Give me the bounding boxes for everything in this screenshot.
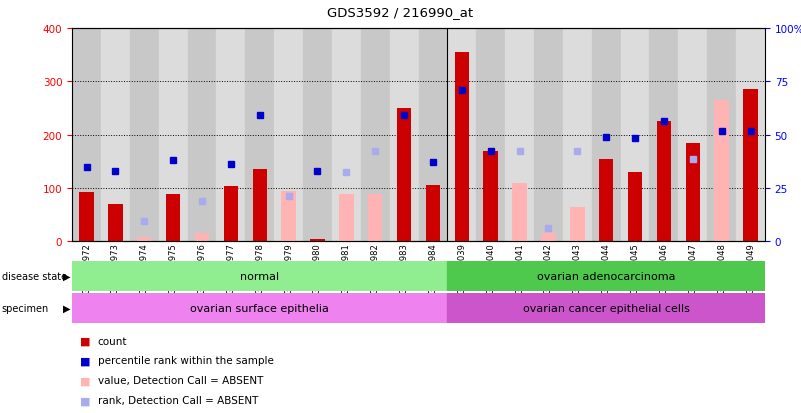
- Bar: [736, 29, 765, 242]
- Bar: [101, 29, 130, 242]
- Bar: [541, 234, 556, 242]
- Bar: [678, 29, 707, 242]
- Text: ovarian adenocarcinoma: ovarian adenocarcinoma: [537, 271, 675, 281]
- Bar: [216, 29, 245, 242]
- Text: ■: ■: [80, 375, 91, 385]
- Text: value, Detection Call = ABSENT: value, Detection Call = ABSENT: [98, 375, 263, 385]
- Bar: [686, 143, 700, 242]
- Bar: [332, 29, 360, 242]
- Bar: [72, 29, 101, 242]
- Bar: [714, 101, 729, 242]
- Bar: [368, 195, 382, 242]
- Bar: [448, 261, 765, 291]
- Bar: [592, 29, 621, 242]
- Text: GDS3592 / 216990_at: GDS3592 / 216990_at: [328, 6, 473, 19]
- Text: ■: ■: [80, 356, 91, 366]
- Text: percentile rank within the sample: percentile rank within the sample: [98, 356, 274, 366]
- Bar: [72, 293, 448, 323]
- Bar: [137, 239, 151, 242]
- Bar: [166, 195, 180, 242]
- Bar: [513, 183, 527, 242]
- Bar: [628, 173, 642, 242]
- Bar: [455, 53, 469, 242]
- Text: normal: normal: [240, 271, 280, 281]
- Bar: [396, 109, 411, 242]
- Bar: [245, 29, 274, 242]
- Bar: [195, 234, 209, 242]
- Bar: [137, 237, 151, 242]
- Text: ovarian cancer epithelial cells: ovarian cancer epithelial cells: [523, 303, 690, 313]
- Text: ovarian surface epithelia: ovarian surface epithelia: [191, 303, 329, 313]
- Bar: [477, 29, 505, 242]
- Bar: [130, 29, 159, 242]
- Bar: [707, 29, 736, 242]
- Text: ■: ■: [80, 336, 91, 346]
- Bar: [426, 186, 441, 242]
- Bar: [621, 29, 650, 242]
- Bar: [223, 186, 238, 242]
- Bar: [159, 29, 187, 242]
- Text: ▶: ▶: [62, 303, 70, 313]
- Bar: [657, 122, 671, 242]
- Text: rank, Detection Call = ABSENT: rank, Detection Call = ABSENT: [98, 395, 258, 405]
- Bar: [570, 207, 585, 242]
- Bar: [650, 29, 678, 242]
- Bar: [448, 29, 477, 242]
- Bar: [79, 193, 94, 242]
- Text: specimen: specimen: [2, 303, 49, 313]
- Bar: [281, 191, 296, 242]
- Bar: [389, 29, 418, 242]
- Bar: [448, 293, 765, 323]
- Bar: [484, 151, 498, 242]
- Bar: [252, 170, 267, 242]
- Text: disease state: disease state: [2, 271, 66, 281]
- Bar: [534, 29, 563, 242]
- Bar: [187, 29, 216, 242]
- Bar: [72, 261, 448, 291]
- Bar: [599, 159, 614, 242]
- Bar: [360, 29, 389, 242]
- Text: count: count: [98, 336, 127, 346]
- Bar: [108, 204, 123, 242]
- Bar: [339, 195, 353, 242]
- Text: ■: ■: [80, 395, 91, 405]
- Bar: [743, 90, 758, 242]
- Bar: [310, 239, 324, 242]
- Bar: [303, 29, 332, 242]
- Bar: [563, 29, 592, 242]
- Bar: [505, 29, 534, 242]
- Text: ▶: ▶: [62, 271, 70, 281]
- Bar: [418, 29, 448, 242]
- Bar: [274, 29, 303, 242]
